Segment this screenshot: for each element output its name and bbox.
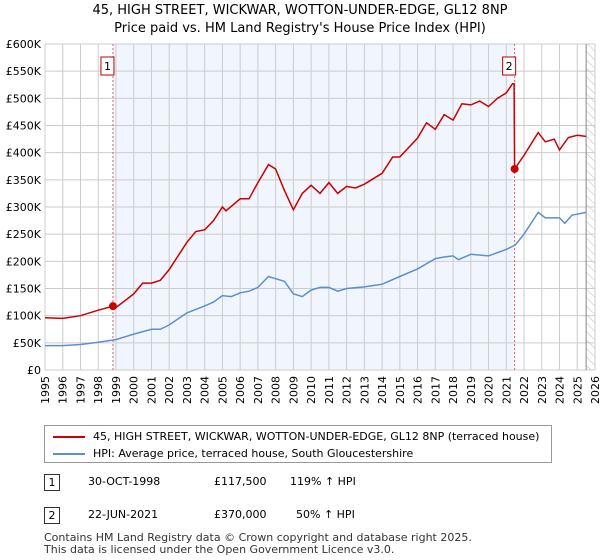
y-tick-label: £50K (13, 337, 42, 350)
legend-item-hpi: HPI: Average price, terraced house, Sout… (53, 447, 413, 460)
y-tick-label: £150K (6, 283, 42, 296)
x-tick-label: 2013 (358, 376, 371, 404)
x-tick-label: 2022 (518, 376, 531, 404)
x-tick-label: 2009 (287, 376, 300, 404)
x-tick-label: 1998 (92, 376, 105, 404)
legend-swatch-blue (53, 452, 85, 455)
sale-label-box (502, 56, 517, 76)
y-tick-label: £200K (6, 255, 42, 268)
transaction-hpi: 119% ↑ HPI (290, 475, 356, 488)
sale-point (510, 164, 519, 173)
x-tick-label: 2015 (394, 376, 407, 404)
x-tick-label: 2018 (447, 376, 460, 404)
legend-item-property: 45, HIGH STREET, WICKWAR, WOTTON-UNDER-E… (53, 430, 539, 443)
x-tick-label: 2008 (270, 376, 283, 404)
x-tick-label: 2011 (323, 376, 336, 404)
y-tick-label: £500K (6, 92, 42, 105)
x-tick-label: 2012 (341, 376, 354, 404)
x-tick-label: 1995 (39, 376, 52, 404)
x-tick-label: 2004 (199, 376, 212, 404)
price-chart: 1995 1996 1997 1998 1999 2000 2001 2002 2003 2004… (6, 38, 600, 404)
transaction-price: £117,500 (214, 475, 267, 488)
legend-label: 45, HIGH STREET, WICKWAR, WOTTON-UNDER-E… (93, 430, 540, 443)
x-tick-label: 2021 (500, 376, 513, 404)
x-tick-label: 2003 (181, 376, 194, 404)
hpi-series-line (45, 211, 587, 347)
x-tick-label: 2001 (145, 376, 158, 404)
transaction-date: 30-OCT-1998 (88, 475, 161, 488)
transaction-date: 22-JUN-2021 (88, 508, 159, 521)
property-series-line (44, 82, 587, 320)
y-tick-label: £0 (27, 364, 41, 377)
x-tick-label: 2024 (554, 376, 567, 404)
transaction-badge: 2 (44, 507, 60, 524)
y-tick-label: £600K (6, 38, 42, 51)
x-tick-label: 2025 (571, 376, 584, 404)
x-tick-label: 1996 (57, 376, 70, 404)
legend: 45, HIGH STREET, WICKWAR, WOTTON-UNDER-E… (44, 425, 552, 463)
x-tick-label: 2006 (234, 376, 247, 404)
transaction-badge: 1 (44, 474, 60, 491)
transaction-price: £370,000 (214, 508, 267, 521)
sale-point (108, 302, 117, 311)
sale-label: 1 (104, 60, 111, 73)
x-tick-label: 2023 (536, 376, 549, 404)
x-tick-label: 2020 (483, 376, 496, 404)
x-tick-label: 2019 (465, 376, 478, 404)
legend-swatch-red (53, 435, 85, 438)
x-tick-label: 2016 (412, 376, 425, 404)
sale-label-box (100, 56, 115, 76)
x-tick-label: 2017 (429, 376, 442, 404)
x-tick-label: 2010 (305, 376, 318, 404)
x-tick-label: 1999 (110, 376, 123, 404)
y-tick-label: £100K (6, 310, 42, 323)
y-tick-label: £300K (6, 201, 42, 214)
y-tick-label: £400K (6, 147, 42, 160)
x-tick-label: 2000 (128, 376, 141, 404)
legend-label: HPI: Average price, terraced house, Sout… (93, 447, 414, 460)
y-tick-label: £550K (6, 65, 42, 78)
x-tick-label: 2005 (216, 376, 229, 404)
x-tick-label: 1997 (74, 376, 87, 404)
chart-subtitle: Price paid vs. HM Land Registry's House … (114, 21, 486, 36)
y-tick-label: £450K (6, 120, 42, 133)
footer-licence: This data is licensed under the Open Gov… (44, 543, 395, 556)
x-tick-label: 2002 (163, 376, 176, 404)
footer-copyright: Contains HM Land Registry data © Crown c… (44, 531, 472, 544)
sale-label: 2 (506, 60, 513, 73)
chart-title: 45, HIGH STREET, WICKWAR, WOTTON-UNDER-E… (92, 3, 508, 18)
transaction-row: 2 22-JUN-2021 £370,000 50% ↑ HPI (44, 507, 544, 525)
x-tick-label: 2007 (252, 376, 265, 404)
x-tick-label: 2026 (589, 376, 600, 404)
y-tick-label: £250K (6, 228, 42, 241)
y-tick-label: £350K (6, 174, 42, 187)
transaction-hpi: 50% ↑ HPI (296, 508, 355, 521)
transaction-row: 1 30-OCT-1998 £117,500 119% ↑ HPI (44, 474, 544, 492)
x-tick-label: 2014 (376, 376, 389, 404)
